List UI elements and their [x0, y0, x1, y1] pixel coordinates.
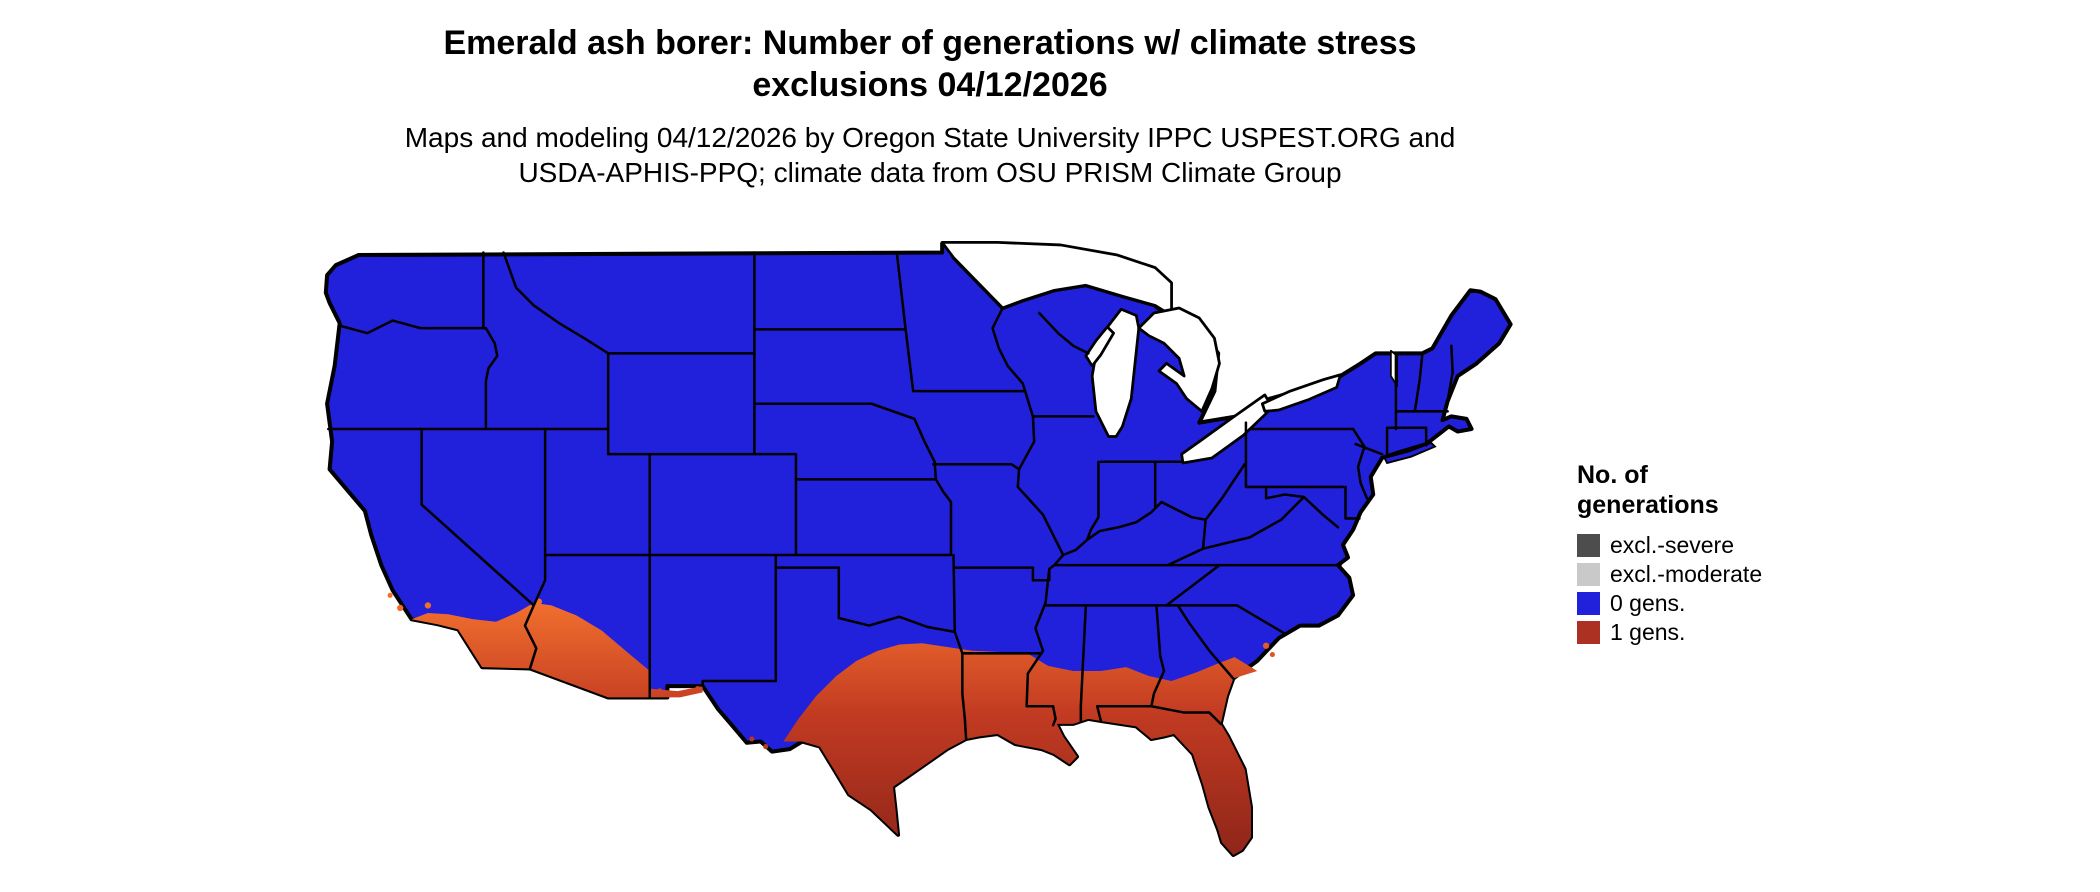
- legend-label: 0 gens.: [1610, 589, 1686, 616]
- legend-label: excl.-moderate: [1610, 560, 1763, 587]
- map-subtitle-line2: USDA-APHIS-PPQ; climate data from OSU PR…: [518, 157, 1342, 188]
- legend-item-0-gens: 0 gens.: [1577, 590, 1762, 616]
- legend-items: excl.-severe excl.-moderate 0 gens. 1 ge…: [1577, 532, 1762, 645]
- legend-item-excl-severe: excl.-severe: [1577, 532, 1762, 558]
- one-generation-speckles: [387, 592, 1275, 750]
- one-generation-region-southwest: [411, 602, 650, 698]
- legend-title-line1: No. of: [1577, 461, 1648, 489]
- long-island: [1383, 441, 1437, 465]
- map-subtitle: Maps and modeling 04/12/2026 by Oregon S…: [0, 120, 1860, 190]
- state-boundaries: [327, 251, 1454, 741]
- legend-swatch-1-gens: [1577, 620, 1600, 644]
- lake-erie: [1180, 393, 1274, 465]
- legend-item-1-gens: 1 gens.: [1577, 619, 1762, 645]
- legend-label: 1 gens.: [1610, 618, 1686, 645]
- legend-swatch-excl-moderate: [1577, 562, 1600, 586]
- map-title-line1: Emerald ash borer: Number of generations…: [443, 24, 1417, 62]
- green-bay: [1084, 325, 1115, 368]
- lake-superior: [940, 241, 1173, 317]
- legend-title-line2: generations: [1577, 491, 1719, 519]
- legend-swatch-0-gens: [1577, 591, 1600, 615]
- legend-label: excl.-severe: [1610, 531, 1734, 558]
- great-lakes: [940, 241, 1399, 465]
- one-generation-region-south: [783, 643, 1258, 855]
- us-generations-map: [323, 241, 1513, 857]
- map-title: Emerald ash borer: Number of generations…: [0, 22, 1860, 106]
- map-title-line2: exclusions 04/12/2026: [752, 66, 1108, 104]
- legend-swatch-excl-severe: [1577, 533, 1600, 557]
- legend-title: No. of generations: [1577, 460, 1762, 520]
- legend-item-excl-moderate: excl.-moderate: [1577, 561, 1762, 587]
- legend: No. of generations excl.-severe excl.-mo…: [1577, 460, 1762, 648]
- lake-ontario: [1260, 373, 1342, 413]
- map-subtitle-line1: Maps and modeling 04/12/2026 by Oregon S…: [404, 122, 1456, 153]
- lake-huron: [1137, 306, 1221, 413]
